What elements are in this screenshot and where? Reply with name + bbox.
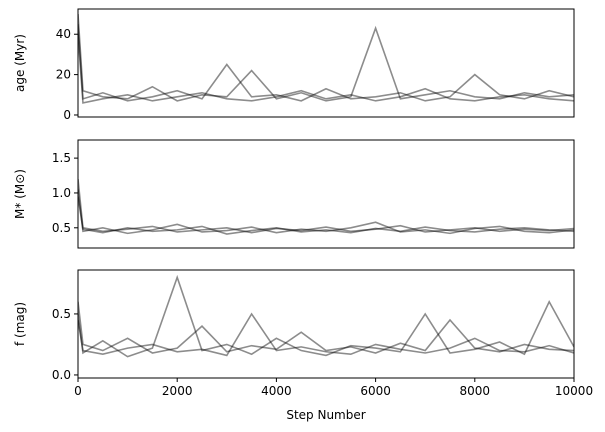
y-tick-label: 40 xyxy=(56,27,71,41)
trace-line xyxy=(78,274,574,358)
plot-area xyxy=(78,274,574,358)
y-tick-label: 0.5 xyxy=(52,307,71,321)
x-axis-label: Step Number xyxy=(286,408,365,422)
y-axis-label: f (mag) xyxy=(13,302,27,346)
y-tick-label: 1.5 xyxy=(52,151,71,165)
y-tick-label: 20 xyxy=(56,68,71,82)
x-tick-label: 10000 xyxy=(555,384,593,398)
x-tick-label: 4000 xyxy=(261,384,292,398)
trace-line xyxy=(78,13,574,102)
y-tick-label: 0 xyxy=(63,108,71,122)
x-tick-label: 0 xyxy=(74,384,82,398)
x-tick-label: 6000 xyxy=(360,384,391,398)
axes-frame xyxy=(77,8,575,118)
y-tick-label: 0.0 xyxy=(52,368,71,382)
trace-line xyxy=(78,312,574,357)
y-axis-label: age (Myr) xyxy=(13,34,27,92)
trace-line xyxy=(78,24,574,102)
x-tick-label: 2000 xyxy=(162,384,193,398)
trace-line xyxy=(78,301,574,354)
trace-line xyxy=(78,196,574,235)
x-tick-label: 8000 xyxy=(460,384,491,398)
y-tick-label: 0.5 xyxy=(52,221,71,235)
trace-line xyxy=(78,34,574,104)
axes-frame xyxy=(77,139,575,249)
trace-line xyxy=(78,189,574,235)
y-tick-label: 1.0 xyxy=(52,186,71,200)
y-axis-label: M* (M⊙) xyxy=(13,169,27,219)
plot-area xyxy=(78,13,574,104)
axes-frame xyxy=(77,269,575,379)
trace-line xyxy=(78,178,574,234)
plot-area xyxy=(78,178,574,235)
